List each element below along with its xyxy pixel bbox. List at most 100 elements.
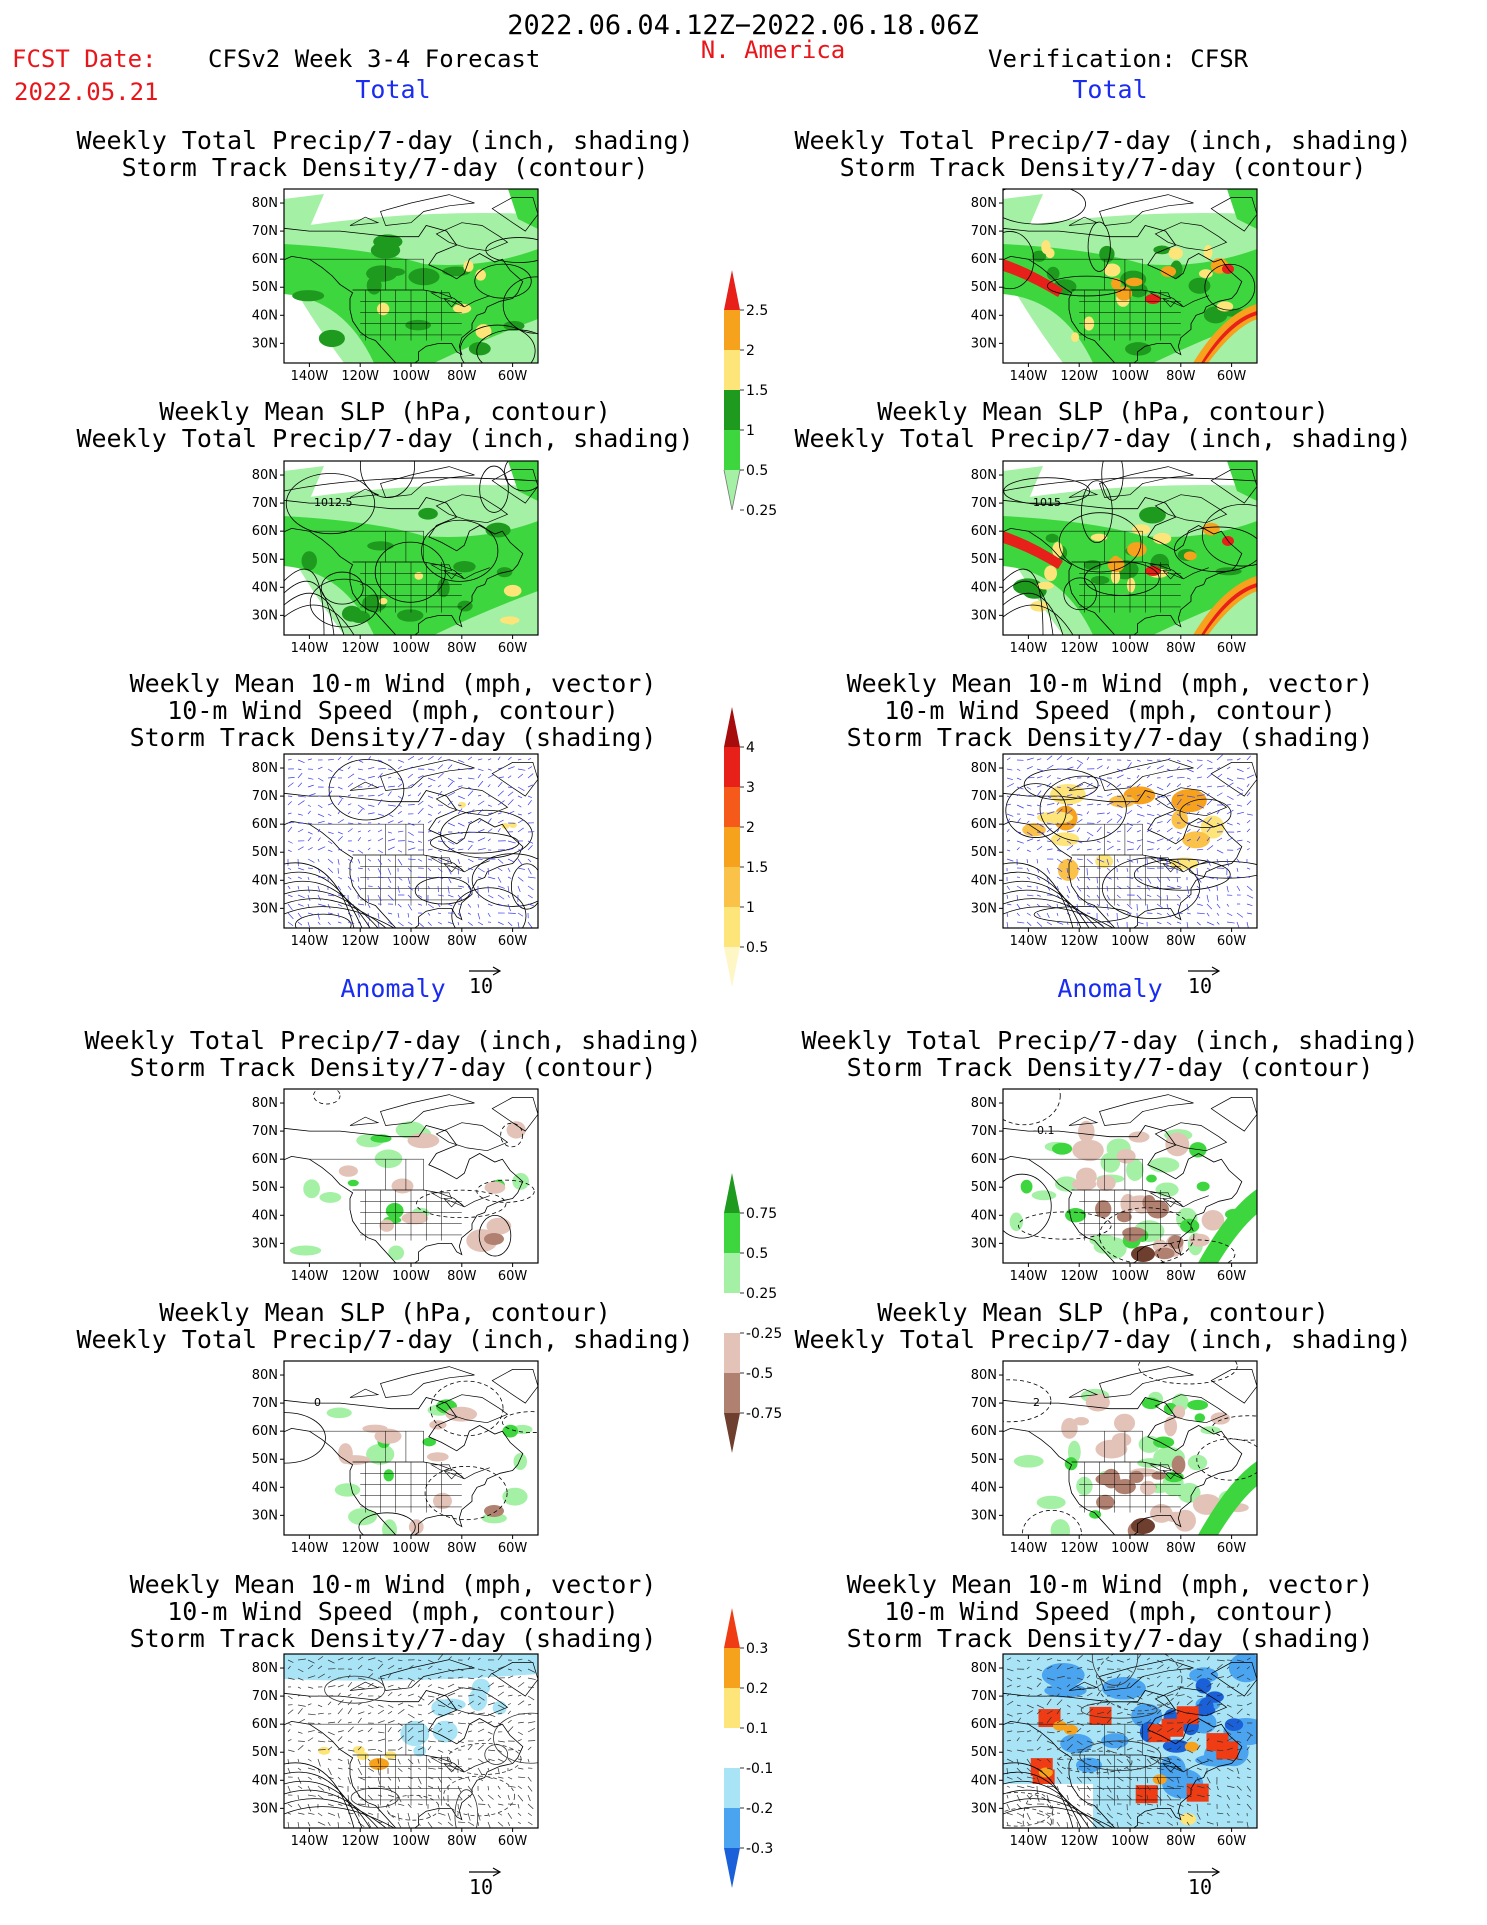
map-cfsr-anom-precip-storm: -0.1 80N 70N 60N 50N 40N 30N 140W 120W 100W 80W 60W: [959, 1085, 1319, 1310]
lon-tick-label: 60W: [1217, 1269, 1247, 1284]
lat-tick-label: 80N: [971, 468, 997, 483]
lat-tick-label: 80N: [252, 1096, 278, 1111]
colorbar-storm-anomaly: 0.3 0.2 0.1 -0.1 -0.2 -0.3: [724, 1608, 804, 1922]
lon-tick-label: 120W: [341, 934, 379, 949]
section-total-left: Total: [355, 75, 431, 104]
colorbar-segment: [724, 947, 740, 987]
lon-tick-label: 120W: [1060, 1269, 1098, 1284]
verification-title: Verification: CFSR: [988, 45, 1249, 73]
lon-tick-label: 100W: [1111, 1834, 1149, 1849]
lat-tick-label: 50N: [252, 552, 278, 567]
lat-tick-label: 60N: [971, 524, 997, 539]
lat-tick-label: 40N: [971, 1208, 997, 1223]
colorbar-segment: [724, 1608, 740, 1648]
lon-tick-label: 120W: [1060, 369, 1098, 384]
lat-tick-label: 70N: [971, 496, 997, 511]
lat-tick-label: 60N: [971, 1152, 997, 1167]
colorbar-segment: [724, 1688, 740, 1728]
lat-tick-label: 70N: [971, 1689, 997, 1704]
map-cfsr-anom-slp-precip: 2 80N 70N 60N 50N 40N 30N 140W 120W 100W 80W 60W: [959, 1357, 1319, 1582]
lat-tick-label: 50N: [971, 845, 997, 860]
colorbar-label: 0.3: [746, 1641, 768, 1657]
lat-tick-label: 50N: [971, 1745, 997, 1760]
lon-tick-label: 80W: [1166, 641, 1196, 656]
map-fcst-total-wind: 80N 70N 60N 50N 40N 30N 140W 120W 100W 80W 60W: [240, 750, 600, 975]
colorbar-segment: [724, 1728, 740, 1768]
lon-tick-label: 140W: [291, 1541, 329, 1556]
panel-title: Weekly Mean 10-m Wind (mph, vector) 10-m …: [129, 1570, 657, 1653]
lon-tick-label: 140W: [1010, 1541, 1048, 1556]
lat-tick-label: 40N: [971, 580, 997, 595]
lat-tick-label: 60N: [971, 1717, 997, 1732]
lon-tick-label: 100W: [1111, 1541, 1149, 1556]
lat-tick-label: 70N: [252, 224, 278, 239]
colorbar-label: 0.1: [746, 1721, 768, 1737]
lon-tick-label: 100W: [392, 641, 430, 656]
colorbar-label: 2: [746, 820, 755, 836]
colorbar-segment: [724, 1173, 740, 1213]
lat-tick-label: 40N: [971, 308, 997, 323]
lat-tick-label: 50N: [252, 1745, 278, 1760]
colorbar-segment: [724, 350, 740, 390]
lat-tick-label: 30N: [971, 901, 997, 916]
lat-tick-label: 30N: [971, 1508, 997, 1523]
map-fcst-total-precip-storm: 80N 70N 60N 50N 40N 30N 140W 120W 100W 80W 60W: [240, 185, 600, 410]
lon-tick-label: 100W: [1111, 641, 1149, 656]
lat-tick-label: 80N: [971, 1096, 997, 1111]
panel-title: Weekly Mean SLP (hPa, contour) Weekly Tot…: [76, 1298, 694, 1354]
colorbar-segment: [724, 1648, 740, 1688]
colorbar-storm-total: 4 3 2 1.5 1 0.5: [724, 707, 804, 1021]
lon-tick-label: 120W: [341, 1541, 379, 1556]
colorbar-label: 1.5: [746, 383, 768, 399]
map-fcst-anom-precip-storm: 80N 70N 60N 50N 40N 30N 140W 120W 100W 80W 60W: [240, 1085, 600, 1310]
map-cfsr-anom-wind: 80N 70N 60N 50N 40N 30N 140W 120W 100W 80W 60W: [959, 1650, 1319, 1875]
lat-tick-label: 30N: [971, 336, 997, 351]
colorbar-segment: [724, 1768, 740, 1808]
map-fcst-anom-wind: 80N 70N 60N 50N 40N 30N 140W 120W 100W 80W 60W: [240, 1650, 600, 1875]
lon-tick-label: 140W: [291, 369, 329, 384]
lat-tick-label: 70N: [252, 1124, 278, 1139]
lon-tick-label: 140W: [291, 1269, 329, 1284]
lat-tick-label: 80N: [252, 468, 278, 483]
lon-tick-label: 80W: [1166, 1541, 1196, 1556]
lat-tick-label: 30N: [971, 1801, 997, 1816]
lat-tick-label: 60N: [252, 524, 278, 539]
lat-tick-label: 60N: [252, 1717, 278, 1732]
colorbar-segment: [724, 787, 740, 827]
lon-tick-label: 140W: [291, 934, 329, 949]
colorbar-segment: [724, 390, 740, 430]
lon-tick-label: 140W: [1010, 1834, 1048, 1849]
lon-tick-label: 60W: [498, 1834, 528, 1849]
lon-tick-label: 60W: [498, 1541, 528, 1556]
lat-tick-label: 40N: [971, 873, 997, 888]
lat-tick-label: 50N: [252, 1452, 278, 1467]
colorbar-label: 0.25: [746, 503, 777, 519]
lon-tick-label: 120W: [1060, 934, 1098, 949]
vector-reference: 10: [467, 1866, 507, 1899]
colorbar-label: 1.5: [746, 860, 768, 876]
colorbar-label: 1: [746, 423, 755, 439]
lon-tick-label: 80W: [447, 1269, 477, 1284]
contour-label: -0.1: [1033, 1124, 1054, 1137]
lon-tick-label: 140W: [1010, 1269, 1048, 1284]
lat-tick-label: 40N: [252, 308, 278, 323]
lon-tick-label: 120W: [1060, 641, 1098, 656]
colorbar-segment: [724, 907, 740, 947]
map-cfsr-total-wind: 80N 70N 60N 50N 40N 30N 140W 120W 100W 80W 60W: [959, 750, 1319, 975]
lat-tick-label: 50N: [971, 1180, 997, 1195]
section-anomaly-right: Anomaly: [1057, 974, 1163, 1003]
contour-label: 1012.5: [314, 496, 353, 509]
colorbar-label: 0.25: [746, 1286, 777, 1302]
lon-tick-label: 100W: [392, 1269, 430, 1284]
lon-tick-label: 80W: [447, 369, 477, 384]
lat-tick-label: 60N: [252, 1424, 278, 1439]
lon-tick-label: 140W: [1010, 369, 1048, 384]
panel-title: Weekly Mean SLP (hPa, contour) Weekly Tot…: [794, 1298, 1412, 1354]
lat-tick-label: 50N: [971, 1452, 997, 1467]
colorbar-label: 0.5: [746, 940, 768, 956]
colorbar-segment: [724, 707, 740, 747]
lon-tick-label: 80W: [1166, 1269, 1196, 1284]
colorbar-segment: [724, 430, 740, 470]
fcst-date: 2022.05.21: [14, 78, 159, 106]
map-cfsr-total-precip-storm: 80N 70N 60N 50N 40N 30N 140W 120W 100W 80W 60W: [959, 185, 1319, 410]
